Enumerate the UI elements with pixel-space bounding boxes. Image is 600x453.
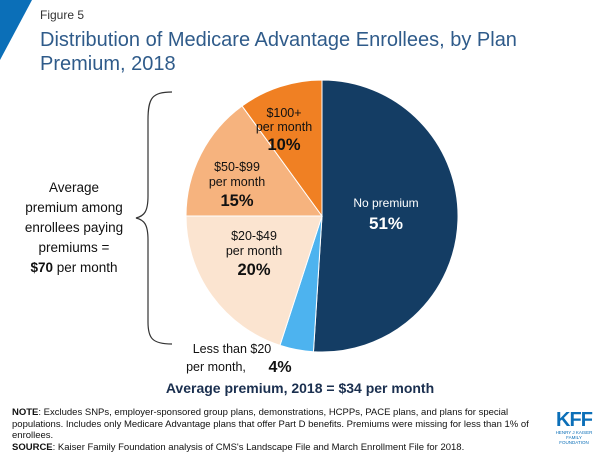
average-premium-subtitle: Average premium, 2018 = $34 per month <box>165 380 435 396</box>
logo-subtitle-1: HENRY J KAISER <box>555 430 593 435</box>
slice-label-line: per month <box>209 175 265 189</box>
pie-slice-50-99-per-month <box>185 105 323 217</box>
slice-value-label: 4% <box>268 359 291 376</box>
slice-label-100-per-month: $100+per month 10% <box>256 106 312 154</box>
slice-label-line: per month, <box>186 360 246 374</box>
source-text: : Kaiser Family Foundation analysis of C… <box>52 441 465 453</box>
slice-label-line: Less than $20 <box>193 342 272 356</box>
side-note-line-4: premiums = <box>38 240 110 255</box>
slice-label-line: $20-$49 <box>231 229 277 243</box>
chart-title: Distribution of Medicare Advantage Enrol… <box>40 29 517 75</box>
slice-value-label: 10% <box>267 136 300 154</box>
logo-subtitle-2: FAMILY FOUNDATION <box>559 435 589 445</box>
side-note-line-5: $70 per month <box>4 258 144 278</box>
footnotes: NOTE: Excludes SNPs, employer-sponsored … <box>12 407 557 453</box>
bracket <box>135 91 173 345</box>
slice-value-label: 20% <box>237 261 270 279</box>
slice-label-line: $100+ <box>266 106 301 120</box>
slice-label-no-premium: No premium 51% <box>353 196 418 233</box>
side-note-line-1: Average <box>48 180 100 195</box>
logo-mark: KFF <box>556 409 593 431</box>
side-note-suffix: per month <box>56 260 118 275</box>
slice-label-less-than-20-per-month: Less than $20 per month, 4% <box>186 342 291 376</box>
source-label: SOURCE <box>12 441 53 453</box>
pie-slice-no-premium <box>312 79 459 353</box>
kff-logo: KFF HENRY J KAISER FAMILY FOUNDATION <box>552 410 596 445</box>
side-note-line-3: enrollees paying <box>24 220 124 235</box>
pie-slice-100-per-month <box>241 79 323 218</box>
slice-value-label: 51% <box>369 214 403 233</box>
side-note-line-2: premium among <box>25 200 123 215</box>
slice-value-label: 15% <box>220 192 253 210</box>
note-label: NOTE <box>12 407 39 418</box>
slice-label-line: per month <box>256 120 312 134</box>
slice-label-line: per month <box>226 244 282 258</box>
slice-label-line: $50-$99 <box>214 160 260 174</box>
average-premium-note: Average premium among enrollees paying p… <box>4 178 144 278</box>
corner-accent <box>0 0 32 60</box>
note-text: : Excludes SNPs, employer-sponsored grou… <box>12 407 529 441</box>
slice-label-line: No premium <box>353 196 418 210</box>
figure-label: Figure 5 <box>40 8 85 22</box>
side-note-amount: $70 <box>30 260 53 275</box>
pie-slice-20-49-per-month <box>185 215 323 346</box>
